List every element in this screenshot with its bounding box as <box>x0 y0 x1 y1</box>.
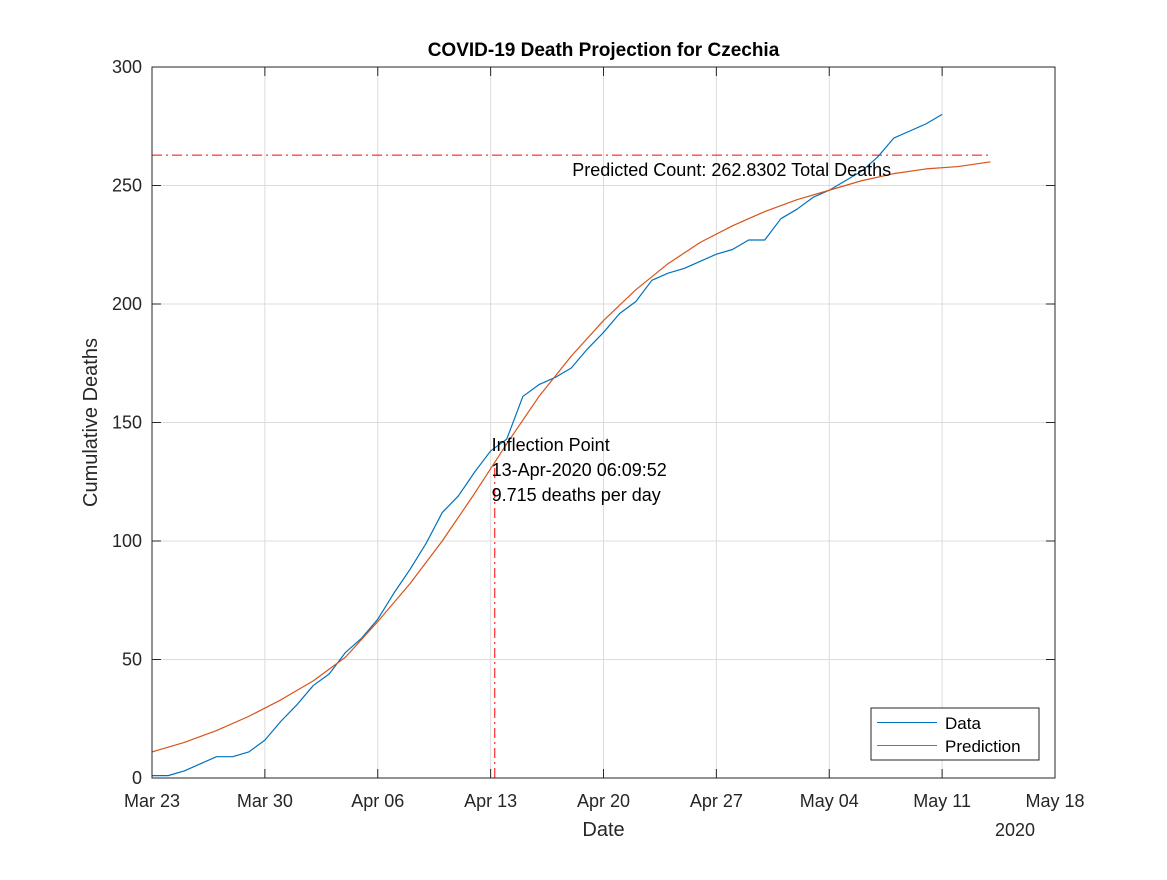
x-tick-label: May 18 <box>1025 791 1084 811</box>
legend-box <box>870 707 1040 761</box>
x-tick-label: Mar 30 <box>237 791 293 811</box>
x-axis-year-label: 2020 <box>995 820 1035 840</box>
legend: Data Prediction <box>870 707 1040 761</box>
y-tick-label: 0 <box>132 768 142 788</box>
series-line-data <box>152 113 943 777</box>
annotation-predicted-line: Predicted Count: 262.8302 Total Deaths <box>572 160 891 180</box>
grid-lines <box>152 67 1055 778</box>
series-line-prediction <box>151 161 991 753</box>
x-tick-label: Apr 20 <box>577 791 630 811</box>
annotations: Predicted Count: 262.8302 Total Deaths In… <box>492 160 892 505</box>
x-tick-label: Apr 27 <box>690 791 743 811</box>
annotation-inflection-line: 13-Apr-2020 06:09:52 <box>492 460 667 480</box>
x-tick-label: Apr 06 <box>351 791 404 811</box>
x-tick-label: May 04 <box>800 791 859 811</box>
reference-lines <box>152 154 991 778</box>
y-tick-label: 50 <box>122 650 142 670</box>
legend-label-data: Data <box>945 714 981 733</box>
x-tick-label: Mar 23 <box>124 791 180 811</box>
y-tick-label: 150 <box>112 413 142 433</box>
x-tick-label: May 11 <box>913 791 971 811</box>
data-series <box>151 113 991 777</box>
y-tick-label: 100 <box>112 531 142 551</box>
annotation-inflection-line: 9.715 deaths per day <box>492 485 661 505</box>
y-tick-label: 250 <box>112 176 142 196</box>
y-axis-label: Cumulative Deaths <box>80 338 102 507</box>
y-tick-label: 300 <box>112 57 142 77</box>
chart-title: COVID-19 Death Projection for Czechia <box>428 40 780 61</box>
axis-ticks: Mar 23 Mar 30 Apr 06 Apr 13 Apr 20 Apr 27 May … <box>112 57 1085 811</box>
x-tick-label: Apr 13 <box>464 791 517 811</box>
x-axis-label: Date <box>582 819 624 841</box>
annotation-inflection-line: Inflection Point <box>492 435 610 455</box>
y-tick-label: 200 <box>112 294 142 314</box>
legend-label-prediction: Prediction <box>945 737 1021 756</box>
